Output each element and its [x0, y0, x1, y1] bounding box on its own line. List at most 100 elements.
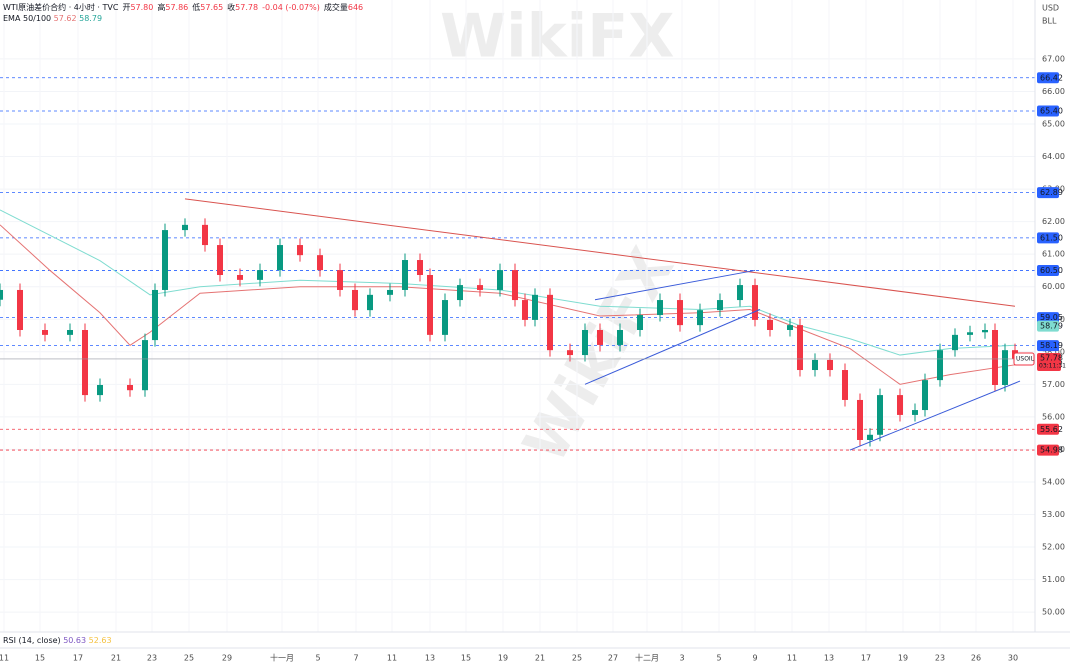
- level-badge: [1037, 187, 1059, 199]
- level-badge: [1037, 340, 1059, 352]
- plot: [0, 58, 1035, 613]
- level-badge: [1037, 105, 1059, 117]
- ema-line: [0, 209, 1016, 356]
- candle-body: [812, 359, 818, 371]
- ema-badge: [1037, 320, 1059, 332]
- countdown: 03:11:31: [1039, 362, 1066, 369]
- x-tick-label: 十一月: [270, 653, 294, 663]
- candle-body: [912, 410, 918, 415]
- x-tick-label: 13: [824, 654, 834, 663]
- candle-body: [152, 289, 158, 341]
- rsi-value: 50.63: [63, 636, 86, 645]
- candle-body: [567, 350, 573, 356]
- candle-body: [142, 340, 148, 391]
- candle-body: [697, 310, 703, 326]
- y-tick-label: 67.00: [1042, 54, 1065, 63]
- candle-body: [217, 245, 223, 275]
- candle-body: [597, 329, 603, 345]
- candle-body: [637, 315, 643, 330]
- candle-body: [767, 319, 773, 330]
- candle-body: [512, 270, 518, 301]
- y-tick-label: 58.00: [1042, 347, 1065, 356]
- candle-body: [992, 329, 998, 385]
- y-tick-label: 64.00: [1042, 152, 1065, 161]
- candle-body: [337, 270, 343, 290]
- candle-body: [522, 300, 528, 320]
- candle-body: [17, 289, 23, 330]
- ohlc-label: 高: [157, 2, 165, 12]
- level-label: 66.42: [1040, 73, 1063, 82]
- candle-body: [67, 329, 73, 335]
- candle-body: [827, 359, 833, 371]
- symbol-info: WTI原油差价合约 · 4小时 · TVC 开57.80 高57.86 低57.65 收…: [3, 2, 363, 12]
- x-tick-label: 5: [315, 654, 320, 663]
- x-tick-label: 19: [498, 654, 508, 663]
- level-label: 55.62: [1040, 425, 1063, 434]
- x-tick-label: 3: [679, 654, 684, 663]
- x-tick-label: 11: [787, 654, 797, 663]
- trendline: [594, 269, 756, 301]
- x-tick-label: 15: [461, 654, 471, 663]
- x-tick-label: 29: [222, 654, 232, 663]
- candle-body: [717, 300, 723, 311]
- candle-body: [297, 245, 303, 256]
- currency: USD: [1042, 4, 1059, 13]
- candle-body: [477, 285, 483, 290]
- x-tick-label: 15: [35, 654, 45, 663]
- level-badge: [1037, 444, 1059, 456]
- candle-body: [127, 384, 133, 391]
- candle-body: [402, 260, 408, 290]
- level-label: 62.89: [1040, 188, 1063, 197]
- candle-body: [182, 224, 188, 231]
- rsi-value: 52.63: [89, 636, 112, 645]
- level-label: 60.50: [1040, 266, 1063, 275]
- candle-body: [497, 270, 503, 290]
- candle-body: [797, 325, 803, 371]
- x-tick-label: 25: [572, 654, 582, 663]
- symbol: WTI原油差价合约 · 4小时 · TVC: [3, 2, 119, 12]
- candle-body: [787, 325, 793, 330]
- x-tick-label: 30: [1008, 654, 1018, 663]
- candle-body: [737, 285, 743, 301]
- candle-body: [617, 329, 623, 345]
- ohlc-value: 57.78: [235, 3, 258, 12]
- x-tick-label: 17: [73, 654, 83, 663]
- ema-value: 57.62: [54, 14, 77, 23]
- rsi-legend: RSI (14, close) 50.63 52.63: [3, 636, 112, 645]
- candle-body: [1002, 350, 1008, 385]
- candle-body: [677, 300, 683, 326]
- y-tick-label: 62.00: [1042, 217, 1065, 226]
- candle-body: [0, 289, 3, 300]
- ohlc-value: 57.86: [165, 3, 188, 12]
- unit: BLL: [1042, 17, 1057, 26]
- candle-body: [257, 270, 263, 280]
- rsi-label: RSI (14, close): [3, 636, 61, 645]
- y-tick-label: 51.00: [1042, 575, 1065, 584]
- y-tick-label: 54.00: [1042, 477, 1065, 486]
- y-tick-label: 60.00: [1042, 282, 1065, 291]
- candle-body: [967, 332, 973, 335]
- x-tick-label: 11: [387, 654, 397, 663]
- current-price-badge: [1037, 352, 1061, 371]
- y-tick-label: 66.00: [1042, 87, 1065, 96]
- current-price: 57.78: [1040, 353, 1063, 362]
- ema-value: 58.79: [79, 14, 102, 23]
- y-tick-label: 61.00: [1042, 250, 1065, 259]
- candle-body: [42, 329, 48, 335]
- candle-body: [387, 289, 393, 295]
- x-tick-label: 十二月: [635, 653, 659, 663]
- candle-body: [162, 230, 168, 290]
- candle-body: [202, 224, 208, 246]
- current-badge: [1013, 352, 1035, 366]
- ohlc-label: 低: [192, 2, 200, 12]
- y-tick-label: 57.00: [1042, 380, 1065, 389]
- current-symbol: USOIL: [1016, 355, 1035, 362]
- candle-body: [857, 399, 863, 440]
- candle-body: [922, 380, 928, 411]
- candle-body: [897, 395, 903, 415]
- x-tick-label: 21: [535, 654, 545, 663]
- y-tick-label: 52.00: [1042, 543, 1065, 552]
- level-badge: [1037, 232, 1059, 244]
- candle-body: [867, 434, 873, 440]
